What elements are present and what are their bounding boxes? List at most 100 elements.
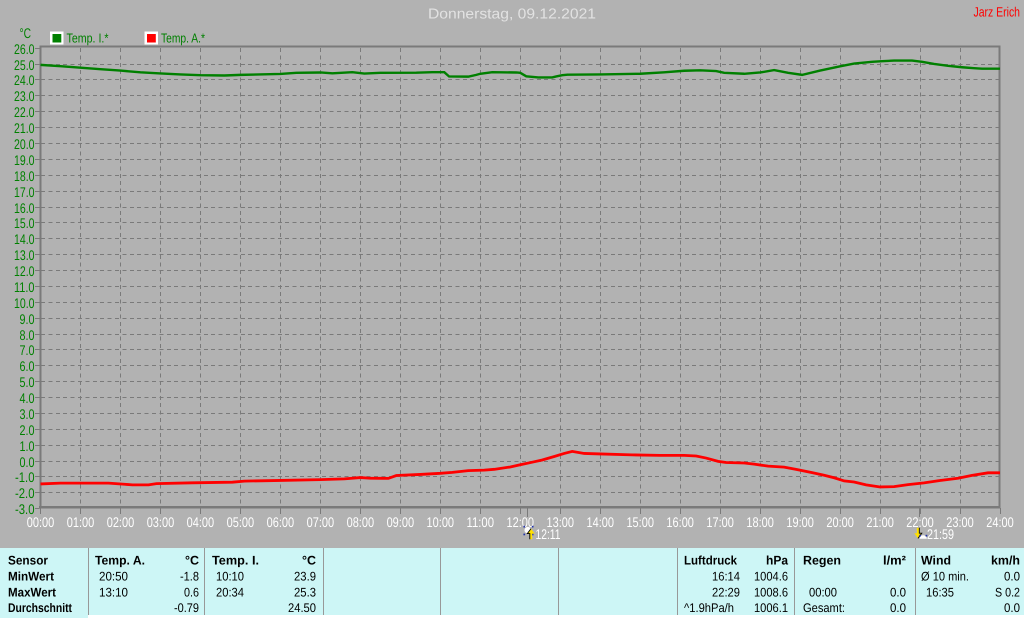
svg-text:21.0: 21.0: [14, 120, 35, 136]
svg-text:04:00: 04:00: [187, 514, 215, 530]
svg-text:11.0: 11.0: [14, 279, 35, 295]
svg-text:-3.0: -3.0: [15, 501, 35, 517]
svg-text:12.0: 12.0: [14, 263, 35, 279]
svg-text:0.0: 0.0: [890, 586, 906, 600]
svg-text:19:00: 19:00: [786, 514, 814, 530]
svg-text:13.0: 13.0: [14, 247, 35, 263]
svg-text:22:00: 22:00: [906, 514, 934, 530]
svg-text:4.0: 4.0: [20, 390, 35, 406]
svg-text:07:00: 07:00: [307, 514, 335, 530]
svg-text:17:00: 17:00: [706, 514, 734, 530]
svg-text:0.0: 0.0: [890, 601, 906, 615]
svg-text:22:29: 22:29: [712, 586, 740, 600]
svg-text:20.0: 20.0: [14, 136, 35, 152]
svg-text:Sensor: Sensor: [8, 554, 48, 568]
svg-text:Temp. A.: Temp. A.: [95, 554, 145, 568]
svg-text:MinWert: MinWert: [8, 570, 55, 584]
svg-text:00:00: 00:00: [27, 514, 55, 530]
svg-text:13:00: 13:00: [546, 514, 574, 530]
svg-text:MaxWert: MaxWert: [8, 586, 57, 600]
svg-text:10.0: 10.0: [14, 295, 35, 311]
svg-text:25.0: 25.0: [14, 57, 35, 73]
svg-text:Gesamt:: Gesamt:: [803, 601, 845, 615]
svg-text:Durchschnitt: Durchschnitt: [8, 601, 73, 615]
svg-text:18.0: 18.0: [14, 168, 35, 184]
svg-text:km/h: km/h: [991, 554, 1020, 568]
svg-text:hPa: hPa: [766, 554, 789, 568]
svg-text:20:00: 20:00: [826, 514, 854, 530]
svg-text:11:00: 11:00: [467, 514, 495, 530]
svg-text:0.0: 0.0: [20, 454, 35, 470]
svg-text:12:00: 12:00: [507, 514, 535, 530]
svg-text:6.0: 6.0: [20, 358, 35, 374]
svg-text:05:00: 05:00: [227, 514, 255, 530]
svg-text:7.0: 7.0: [20, 342, 35, 358]
svg-text:9.0: 9.0: [20, 311, 35, 327]
svg-text:21:00: 21:00: [866, 514, 894, 530]
svg-text:8.0: 8.0: [20, 327, 35, 343]
svg-text:5.0: 5.0: [20, 374, 35, 390]
svg-text:Jarz Erich: Jarz Erich: [974, 5, 1021, 20]
svg-text:Ø 10 min.: Ø 10 min.: [921, 570, 969, 584]
svg-text:Temp. I.: Temp. I.: [212, 554, 259, 568]
svg-text:14:00: 14:00: [586, 514, 614, 530]
svg-text:3.0: 3.0: [20, 406, 35, 422]
svg-text:^1.9hPa/h: ^1.9hPa/h: [684, 601, 734, 615]
svg-text:26.0: 26.0: [14, 41, 35, 57]
svg-text:°C: °C: [20, 25, 32, 41]
svg-text:22.0: 22.0: [14, 104, 35, 120]
svg-text:16.0: 16.0: [14, 200, 35, 216]
svg-text:2.0: 2.0: [20, 422, 35, 438]
svg-text:23.0: 23.0: [14, 88, 35, 104]
svg-text:25.3: 25.3: [294, 586, 316, 600]
svg-text:16:00: 16:00: [666, 514, 694, 530]
svg-text:Donnerstag, 09.12.2021: Donnerstag, 09.12.2021: [428, 7, 596, 23]
svg-text:12:11: 12:11: [536, 526, 561, 542]
svg-text:Temp. A.*: Temp. A.*: [161, 31, 205, 46]
svg-text:02:00: 02:00: [107, 514, 135, 530]
svg-text:21:59: 21:59: [927, 526, 954, 542]
svg-text:17.0: 17.0: [14, 184, 35, 200]
svg-text:08:00: 08:00: [347, 514, 375, 530]
svg-text:l/m²: l/m²: [883, 554, 906, 568]
svg-text:00:00: 00:00: [809, 586, 837, 600]
svg-text:24:00: 24:00: [986, 514, 1014, 530]
svg-text:-0.79: -0.79: [174, 601, 199, 615]
svg-text:°C: °C: [185, 554, 199, 568]
svg-text:16:35: 16:35: [926, 586, 954, 600]
svg-text:Temp. I.*: Temp. I.*: [67, 31, 109, 46]
svg-text:15:00: 15:00: [626, 514, 654, 530]
svg-text:24.0: 24.0: [14, 72, 35, 88]
svg-text:S 0.2: S 0.2: [995, 586, 1020, 600]
svg-text:13:10: 13:10: [99, 586, 128, 600]
svg-text:18:00: 18:00: [746, 514, 774, 530]
svg-text:1.0: 1.0: [20, 438, 35, 454]
svg-text:1006.1: 1006.1: [754, 601, 788, 615]
svg-text:20:50: 20:50: [99, 570, 128, 584]
svg-text:10:10: 10:10: [216, 570, 244, 584]
svg-text:0.0: 0.0: [1004, 570, 1020, 584]
svg-text:-1.0: -1.0: [15, 469, 35, 485]
svg-text:06:00: 06:00: [267, 514, 295, 530]
svg-text:Regen: Regen: [803, 554, 841, 568]
svg-text:01:00: 01:00: [67, 514, 95, 530]
svg-text:23.9: 23.9: [294, 570, 316, 584]
svg-text:19.0: 19.0: [14, 152, 35, 168]
svg-text:15.0: 15.0: [14, 215, 35, 231]
svg-text:°C: °C: [302, 554, 316, 568]
svg-text:-2.0: -2.0: [15, 485, 35, 501]
svg-text:03:00: 03:00: [147, 514, 175, 530]
svg-text:Wind: Wind: [921, 554, 951, 568]
svg-text:16:14: 16:14: [712, 570, 740, 584]
svg-text:23:00: 23:00: [946, 514, 974, 530]
svg-text:0.6: 0.6: [184, 586, 199, 600]
svg-text:0.0: 0.0: [1004, 601, 1020, 615]
svg-text:20:34: 20:34: [216, 586, 244, 600]
svg-text:1008.6: 1008.6: [754, 586, 788, 600]
svg-text:14.0: 14.0: [14, 231, 35, 247]
svg-text:Luftdruck: Luftdruck: [684, 554, 737, 568]
svg-text:-1.8: -1.8: [180, 570, 199, 584]
svg-text:10:00: 10:00: [427, 514, 455, 530]
svg-text:24.50: 24.50: [288, 601, 316, 615]
svg-text:09:00: 09:00: [387, 514, 415, 530]
